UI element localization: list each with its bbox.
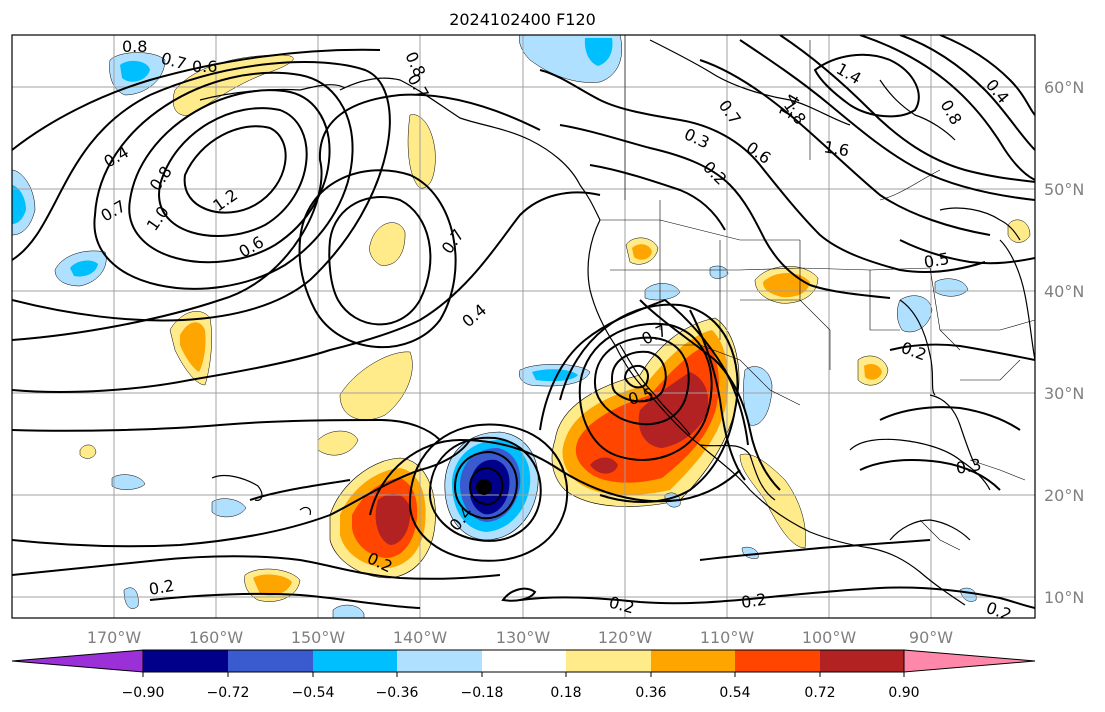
lon-tick-labels: 170°W 160°W 150°W 140°W 130°W 120°W 110°… xyxy=(87,628,953,647)
colorbar-bin xyxy=(651,650,735,672)
lon-tick: 120°W xyxy=(598,628,653,647)
colorbar-bin xyxy=(143,650,228,672)
colorbar-tick: 0.54 xyxy=(719,685,750,701)
colorbar: −0.90 −0.72 −0.54 −0.36 −0.18 0.18 0.36 … xyxy=(11,649,1036,701)
colorbar-tick: 0.72 xyxy=(804,685,835,701)
colorbar-bin xyxy=(735,650,820,672)
colorbar-tick: 0.36 xyxy=(635,685,666,701)
colorbar-bin xyxy=(820,650,904,672)
lon-tick: 160°W xyxy=(189,628,244,647)
lat-tick: 30°N xyxy=(1044,384,1084,403)
colorbar-tick: 0.18 xyxy=(550,685,581,701)
lon-tick: 100°W xyxy=(802,628,857,647)
colorbar-bin xyxy=(397,650,482,672)
contour-label: 1.6 xyxy=(822,137,850,160)
colorbar-high-arrow xyxy=(903,649,1036,673)
contour-label: 0.6 xyxy=(192,57,217,76)
colorbar-bin xyxy=(566,650,651,672)
contour-label: 0.2 xyxy=(740,590,768,612)
contour-lines xyxy=(12,35,1035,609)
contour-label: 0.3 xyxy=(954,455,982,478)
colorbar-bin xyxy=(228,650,313,672)
map-border xyxy=(11,34,1036,619)
colorbar-tick: 0.90 xyxy=(888,685,919,701)
colorbar-tick: −0.90 xyxy=(122,685,165,701)
lon-tick: 170°W xyxy=(87,628,142,647)
colorbar-tick: −0.36 xyxy=(376,685,419,701)
lat-tick: 20°N xyxy=(1044,486,1084,505)
lat-tick: 50°N xyxy=(1044,180,1084,199)
lon-tick: 90°W xyxy=(909,628,953,647)
contour-label: 0.2 xyxy=(984,598,1014,625)
coastlines xyxy=(199,39,1035,606)
colorbar-tick: −0.54 xyxy=(292,685,335,701)
contour-label: 0.5 xyxy=(922,249,950,272)
lon-tick: 140°W xyxy=(393,628,448,647)
lat-tick-labels: 60°N 50°N 40°N 30°N 20°N 10°N xyxy=(1044,78,1084,607)
colorbar-low-arrow xyxy=(11,649,144,673)
contour-label: 0.8 xyxy=(122,37,147,56)
anomaly-fill-layer xyxy=(12,35,1031,618)
colorbar-outline xyxy=(142,649,905,673)
colorbar-bin xyxy=(482,650,566,672)
lon-tick: 110°W xyxy=(700,628,755,647)
colorbar-tick: −0.72 xyxy=(207,685,250,701)
chart-title: 2024102400 F120 xyxy=(449,10,596,29)
lat-tick: 60°N xyxy=(1044,78,1084,97)
colorbar-bin xyxy=(313,650,397,672)
lon-tick: 150°W xyxy=(291,628,346,647)
lat-tick: 10°N xyxy=(1044,588,1084,607)
political-borders xyxy=(600,35,1035,551)
lon-tick: 130°W xyxy=(496,628,551,647)
low-center-marker xyxy=(476,479,492,495)
contour-label: 0.2 xyxy=(147,576,175,599)
colorbar-tick: −0.18 xyxy=(461,685,504,701)
lat-tick: 40°N xyxy=(1044,282,1084,301)
